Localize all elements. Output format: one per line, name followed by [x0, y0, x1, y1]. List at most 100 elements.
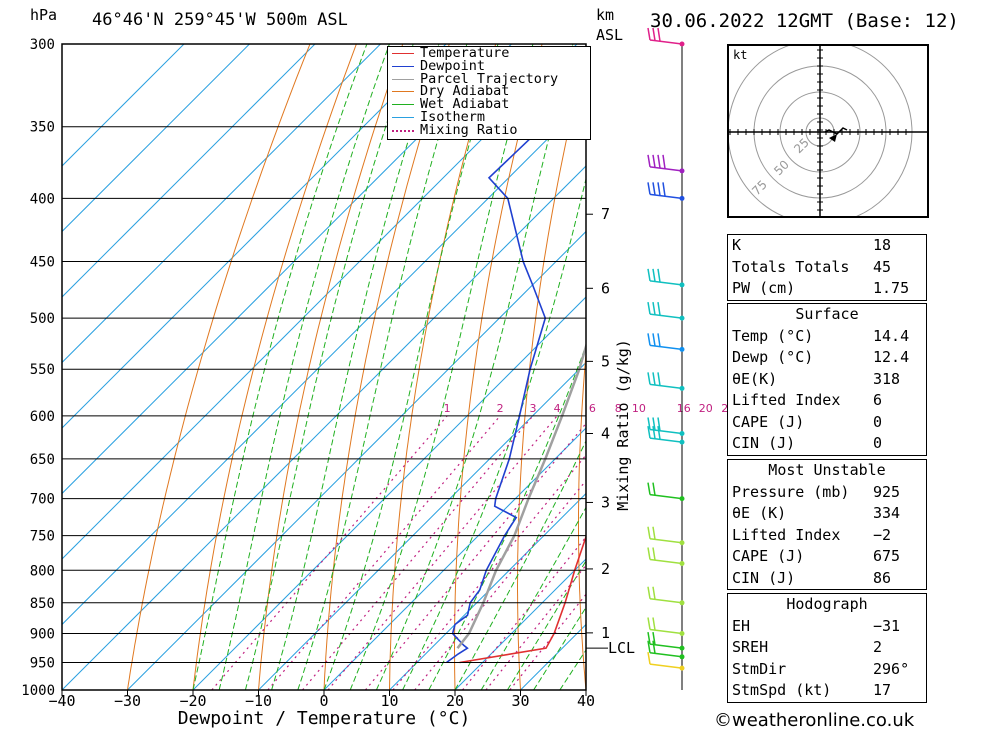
- table-key: CIN (J): [732, 568, 796, 587]
- table-key: θE(K): [732, 369, 778, 388]
- pressure-tick-label: 600: [30, 409, 55, 425]
- wind-barb-flag: [647, 586, 651, 599]
- isotherm-line: [62, 44, 382, 364]
- wind-barb-staff: [649, 663, 683, 669]
- table-value: 2: [873, 638, 883, 656]
- isotherm-line: [62, 44, 251, 233]
- table-key: PW (cm): [732, 279, 796, 297]
- mixing-ratio-line: [211, 415, 448, 690]
- mixing-ratio-label: 16: [677, 402, 691, 415]
- wind-barb-flag: [647, 617, 651, 630]
- wind-barb-staff: [649, 383, 683, 390]
- isotherm-line: [62, 44, 316, 298]
- table-value: 0: [873, 434, 883, 452]
- wind-barb-staff: [649, 313, 683, 319]
- parcel-trajectory-line: [456, 342, 586, 649]
- storm-motion-marker: [829, 134, 837, 142]
- wind-barb-staff: [649, 628, 683, 635]
- pressure-tick-label: 1000: [21, 683, 55, 699]
- wind-barb-flag: [652, 632, 656, 645]
- table-row: CAPE (J) 675: [728, 546, 926, 568]
- x-tick-label: −10: [245, 692, 272, 710]
- pressure-tick-label: 900: [30, 626, 55, 642]
- surface-table: Surface Temp (°C) 14.4 Dewp (°C) 12.4 θE(K) 31…: [727, 303, 927, 456]
- dewpoint-line: [446, 84, 586, 664]
- table-value: 1.75: [873, 279, 910, 297]
- location-title: 46°46'N 259°45'W 500m ASL: [92, 10, 348, 30]
- x-tick-label: 0: [319, 692, 328, 710]
- hodograph-trace: [824, 127, 848, 135]
- wind-barb-staff: [649, 437, 683, 443]
- wind-barb-flag: [652, 372, 656, 386]
- hpa-label: hPa: [30, 6, 58, 24]
- table-key: CAPE (J): [732, 547, 805, 565]
- wind-barb-flag: [652, 526, 656, 540]
- wet-adiabat-line: [323, 44, 499, 690]
- hodograph-ring-label: 50: [771, 157, 792, 178]
- wind-barb-flag: [662, 154, 666, 169]
- km-label: km: [596, 6, 615, 24]
- mixing-ratio-line: [392, 454, 586, 690]
- table-value: 18: [873, 236, 892, 254]
- x-axis-label: Dewpoint / Temperature (°C): [178, 708, 471, 729]
- table-key: CAPE (J): [732, 412, 805, 431]
- pressure-tick-label: 850: [30, 596, 55, 612]
- table-key: Totals Totals: [732, 257, 850, 276]
- table-row: CAPE (J) 0: [728, 412, 926, 434]
- table-row: CIN (J) 86: [728, 568, 926, 590]
- table-key: K: [732, 236, 742, 254]
- table-title: Most Unstable: [768, 461, 886, 479]
- table-row: Pressure (mb) 925: [728, 482, 926, 504]
- table-value: 86: [873, 568, 892, 587]
- wind-barb-flag: [652, 640, 656, 654]
- x-tick-label: −30: [114, 692, 141, 710]
- wind-barb-flag: [652, 268, 656, 282]
- table-row: Totals Totals 45: [728, 257, 926, 279]
- dry-adiabat-line: [454, 44, 543, 690]
- wind-barb-flag: [652, 617, 656, 631]
- datetime-title: 30.06.2022 12GMT (Base: 12): [650, 10, 959, 32]
- wind-barb-flag: [657, 417, 661, 431]
- table-value: 675: [873, 547, 901, 565]
- table-key: CIN (J): [732, 434, 796, 452]
- table-value: 318: [873, 369, 901, 388]
- wind-barb-flag: [647, 482, 651, 495]
- hodograph-unit: kt: [733, 48, 748, 62]
- table-key: StmDir: [732, 659, 787, 678]
- wind-barb-flag: [652, 301, 656, 315]
- table-value: −2: [873, 525, 892, 544]
- mixing-ratio-label: 4: [554, 402, 561, 415]
- legend-item: Mixing Ratio: [388, 123, 590, 137]
- wind-barb-flag: [647, 301, 651, 315]
- pressure-tick-label: 550: [30, 362, 55, 378]
- table-value: 296°: [873, 659, 910, 678]
- hodograph-panel: kt 25 50 75: [727, 39, 929, 225]
- mixing-ratio-label: 1: [444, 402, 451, 415]
- table-row: SREH 2: [728, 637, 926, 659]
- mixing-ratio-label: 6: [589, 402, 596, 415]
- wind-barb-flag: [652, 547, 656, 561]
- mixing-ratio-line: [364, 422, 586, 690]
- mixing-ratio-line: [327, 415, 558, 690]
- table-row: Dewp (°C) 12.4: [728, 347, 926, 369]
- hodograph-ring-label: 25: [791, 135, 812, 156]
- isotherm-line: [388, 492, 586, 690]
- legend-label: Temperature: [420, 45, 510, 61]
- table-title: Hodograph: [786, 595, 868, 613]
- wind-barb-flag: [652, 333, 656, 347]
- plot-frame: [61, 43, 587, 691]
- table-row: StmSpd (kt) 17: [728, 680, 926, 702]
- legend-item: Dewpoint: [388, 59, 590, 73]
- wind-barb-flag: [647, 27, 651, 41]
- wind-barb-flag: [652, 425, 656, 439]
- table-value: 925: [873, 482, 901, 501]
- dry-adiabat-line: [127, 44, 311, 690]
- isotherm-line: [126, 230, 586, 690]
- table-value: 17: [873, 681, 892, 699]
- table-value: 14.4: [873, 326, 910, 345]
- wind-barb-flag: [657, 182, 661, 196]
- table-key: Temp (°C): [732, 326, 814, 345]
- table-row: K 18: [728, 235, 926, 257]
- lcl-label: LCL: [608, 639, 635, 657]
